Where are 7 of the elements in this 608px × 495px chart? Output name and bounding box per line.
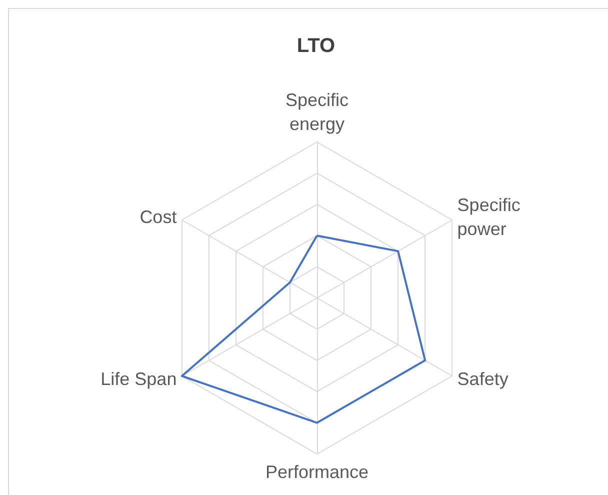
spoke-label: Performance bbox=[265, 462, 369, 482]
chart-title: LTO bbox=[296, 35, 336, 57]
spoke-label: Safety bbox=[457, 369, 508, 389]
spoke-label: Specific energy bbox=[285, 90, 349, 134]
spoke-label: Cost bbox=[140, 207, 177, 227]
spoke-label: Specific power bbox=[457, 195, 520, 239]
spoke-label: Life Span bbox=[100, 369, 177, 389]
